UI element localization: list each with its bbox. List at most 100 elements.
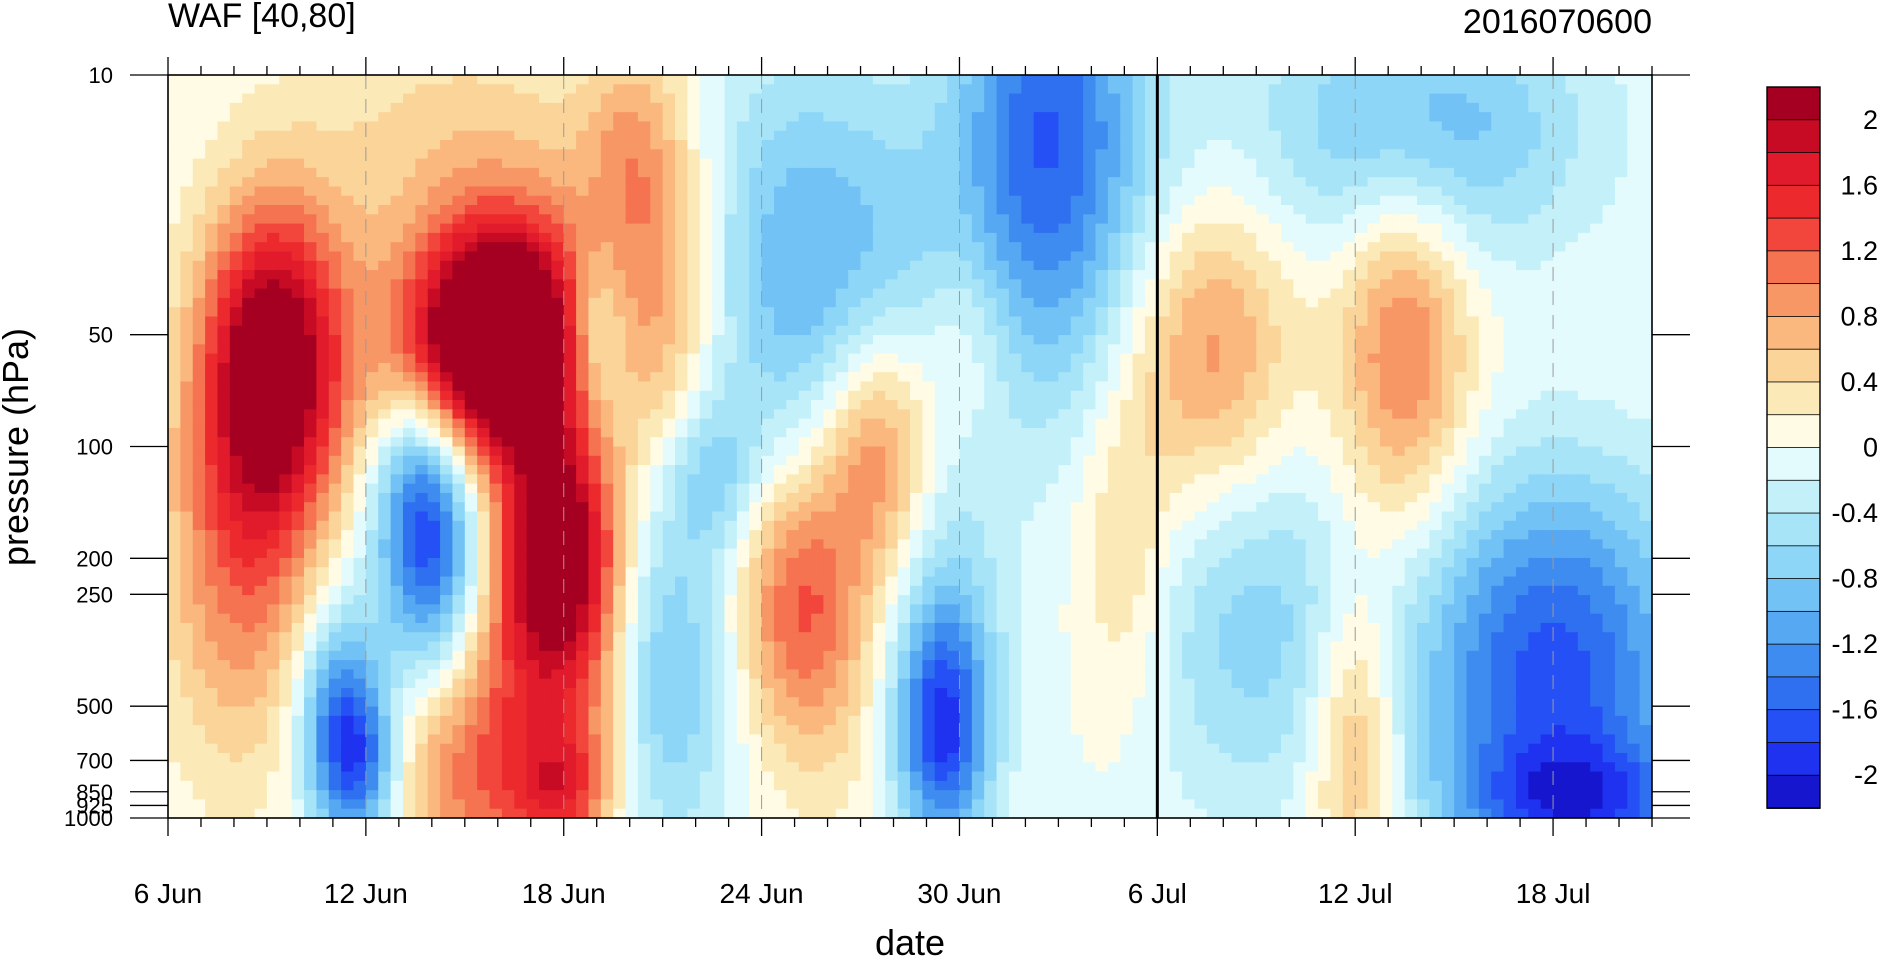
field-cell: [947, 279, 961, 290]
field-cell: [563, 400, 577, 410]
field-cell: [662, 84, 676, 95]
field-cell: [1120, 121, 1134, 132]
field-cell: [378, 381, 392, 392]
field-cell: [365, 316, 379, 327]
field-cell: [477, 279, 491, 290]
field-cell: [934, 112, 948, 123]
field-cell: [242, 112, 256, 123]
field-cell: [291, 325, 305, 336]
field-cell: [217, 167, 231, 178]
field-cell: [242, 93, 256, 104]
field-cell: [637, 177, 651, 188]
field-cell: [761, 372, 775, 383]
field-cell: [1182, 242, 1196, 253]
field-cell: [1478, 140, 1492, 150]
field-cell: [1355, 372, 1369, 383]
field-cell: [353, 167, 367, 178]
field-cell: [600, 427, 614, 438]
field-cell: [922, 270, 936, 280]
field-cell: [1342, 140, 1356, 150]
field-cell: [736, 372, 750, 383]
field-cell: [279, 437, 293, 448]
field-cell: [539, 186, 552, 197]
field-cell: [798, 214, 812, 225]
field-cell: [551, 158, 565, 169]
field-cell: [1268, 418, 1282, 429]
field-cell: [996, 353, 1010, 364]
field-cell: [1602, 381, 1616, 392]
field-cell: [823, 214, 837, 225]
field-cell: [1379, 418, 1393, 429]
field-cell: [848, 307, 862, 318]
field-cell: [1046, 205, 1059, 215]
field-cell: [922, 455, 936, 466]
field-cell: [724, 260, 738, 271]
field-cell: [786, 93, 800, 104]
field-cell: [427, 335, 441, 345]
field-cell: [452, 102, 466, 113]
field-cell: [1219, 121, 1233, 132]
field-cell: [984, 437, 998, 448]
field-cell: [910, 130, 923, 141]
field-cell: [749, 205, 763, 215]
field-cell: [1577, 140, 1591, 150]
field-cell: [1491, 325, 1505, 336]
field-cell: [1058, 251, 1072, 262]
field-cell: [1219, 112, 1233, 123]
field-cell: [1070, 158, 1084, 169]
field-cell: [650, 437, 664, 448]
field-cell: [1627, 307, 1641, 318]
field-cell: [687, 84, 701, 95]
field-cell: [1268, 353, 1282, 364]
field-cell: [489, 167, 503, 178]
field-cell: [1330, 242, 1344, 253]
field-cell: [1491, 390, 1505, 401]
field-cell: [477, 446, 491, 457]
field-cell: [1046, 344, 1059, 355]
field-cell: [192, 121, 206, 132]
field-cell: [279, 390, 293, 401]
field-cell: [984, 307, 998, 318]
field-cell: [341, 167, 355, 178]
field-cell: [1008, 307, 1022, 318]
field-cell: [1070, 437, 1084, 448]
field-cell: [699, 121, 713, 132]
field-cell: [1367, 232, 1381, 243]
field-cell: [1528, 232, 1542, 243]
field-cell: [1132, 223, 1146, 234]
field-cell: [1021, 167, 1035, 178]
field-cell: [1454, 316, 1468, 327]
field-cell: [1503, 84, 1517, 95]
field-cell: [576, 130, 590, 141]
field-cell: [860, 242, 874, 253]
field-cell: [1305, 205, 1319, 215]
field-cell: [464, 149, 478, 160]
field-cell: [1355, 84, 1369, 95]
field-cell: [526, 316, 540, 327]
field-cell: [1342, 195, 1356, 206]
field-cell: [773, 353, 787, 364]
field-cell: [1540, 223, 1554, 234]
field-cell: [736, 418, 750, 429]
field-cell: [563, 446, 577, 457]
field-cell: [811, 353, 825, 364]
field-cell: [613, 390, 627, 401]
field-cell: [860, 325, 874, 336]
field-cell: [1466, 270, 1480, 280]
field-cell: [168, 427, 181, 438]
field-cell: [489, 455, 503, 466]
field-cell: [390, 167, 404, 178]
field-cell: [588, 270, 602, 280]
field-cell: [984, 362, 998, 373]
field-cell: [242, 121, 256, 132]
field-cell: [464, 84, 478, 95]
field-cell: [749, 362, 763, 373]
field-cell: [1132, 205, 1146, 215]
field-cell: [1033, 418, 1047, 429]
field-cell: [650, 409, 664, 420]
field-cell: [316, 455, 330, 466]
field-cell: [316, 205, 330, 215]
field-cell: [1614, 251, 1628, 262]
field-cell: [1627, 251, 1641, 262]
field-cell: [1095, 297, 1109, 308]
